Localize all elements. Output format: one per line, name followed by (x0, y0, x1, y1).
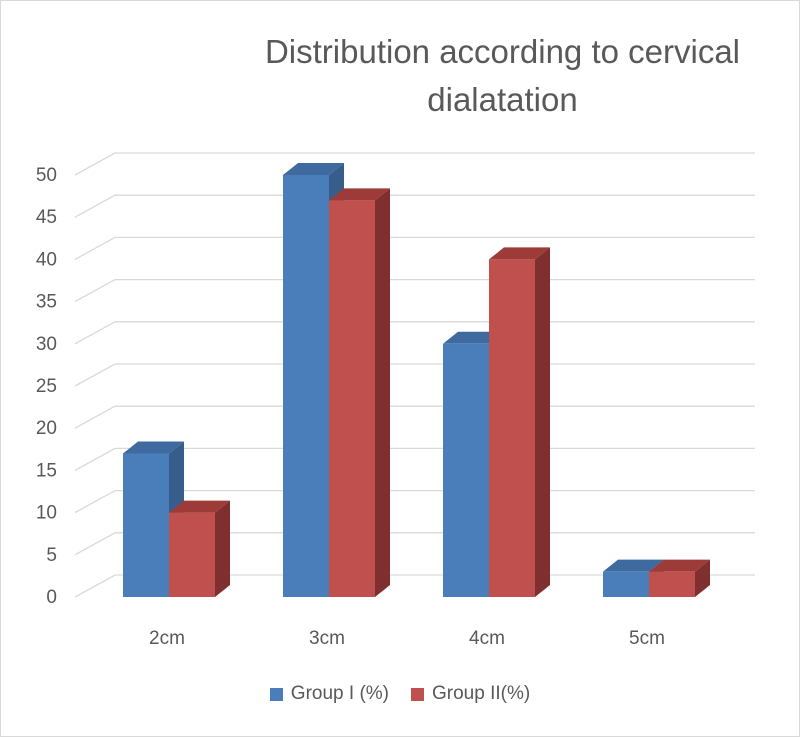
bar-2cm-series-1 (169, 500, 230, 597)
y-tick-label-10: 10 (36, 503, 57, 524)
bar-side-2cm-series-1 (215, 500, 230, 597)
bar-front-4cm-series-1 (489, 259, 535, 597)
y-tick-label-5: 5 (46, 545, 57, 566)
gridline-30 (74, 321, 755, 345)
bar-top-4cm-series-1 (489, 247, 550, 260)
bar-top-3cm-series-0 (283, 163, 344, 175)
x-tick-label-3cm: 3cm (309, 628, 345, 649)
chart-title: Distribution according to cervical diala… (264, 33, 741, 118)
y-tick-label-15: 15 (36, 460, 57, 481)
y-tick-label-0: 0 (46, 587, 57, 608)
bar-front-4cm-series-0 (443, 343, 489, 597)
bar-3cm-series-1 (329, 188, 390, 597)
y-tick-label-45: 45 (36, 207, 57, 228)
bar-top-5cm-series-0 (603, 559, 664, 572)
bar-front-3cm-series-1 (329, 200, 375, 597)
bar-front-5cm-series-0 (603, 571, 649, 597)
y-tick-label-50: 50 (36, 165, 57, 186)
y-tick-label-25: 25 (36, 376, 57, 397)
bar-side-4cm-series-1 (535, 247, 550, 597)
bar-top-2cm-series-0 (123, 441, 184, 454)
x-tick-label-2cm: 2cm (149, 628, 185, 649)
bar-top-3cm-series-1 (329, 188, 390, 201)
y-axis-ticks: 0 5 10 15 20 25 30 35 40 45 50 (36, 165, 57, 608)
gridline-20 (74, 405, 755, 429)
bar-front-3cm-series-0 (283, 175, 329, 597)
y-tick-label-35: 35 (36, 292, 57, 313)
gridline-25 (74, 363, 755, 387)
bar-5cm-series-1 (649, 559, 710, 597)
bar-top-5cm-series-1 (649, 559, 710, 572)
x-axis-ticks: 2cm 3cm 4cm 5cm (149, 628, 665, 649)
bar-front-2cm-series-1 (169, 512, 215, 597)
bars (123, 163, 710, 597)
y-tick-label-20: 20 (36, 418, 57, 439)
bar-top-2cm-series-1 (169, 500, 230, 513)
gridline-50 (74, 152, 755, 176)
x-tick-label-5cm: 5cm (629, 628, 665, 649)
x-tick-label-4cm: 4cm (469, 628, 505, 649)
y-tick-label-30: 30 (36, 334, 57, 355)
bar-side-5cm-series-1 (695, 559, 710, 597)
bar-front-5cm-series-1 (649, 571, 695, 597)
gridline-45 (74, 194, 755, 218)
gridline-35 (74, 278, 755, 303)
legend-label-series-1: Group II(%) (432, 683, 531, 704)
gridline-40 (74, 236, 755, 260)
y-tick-label-40: 40 (36, 249, 57, 270)
legend-item-series-1: Group II(%) (411, 683, 530, 705)
legend: Group I (%) Group II(%) (0, 683, 800, 705)
bar-front-2cm-series-0 (123, 453, 169, 597)
legend-item-series-0: Group I (%) (269, 683, 389, 705)
bar-side-3cm-series-1 (375, 188, 390, 597)
bar-4cm-series-1 (489, 247, 550, 597)
legend-swatch-series-0 (269, 687, 283, 701)
legend-label-series-0: Group I (%) (290, 683, 389, 704)
bar-top-4cm-series-0 (443, 331, 504, 344)
legend-swatch-series-1 (411, 687, 424, 701)
